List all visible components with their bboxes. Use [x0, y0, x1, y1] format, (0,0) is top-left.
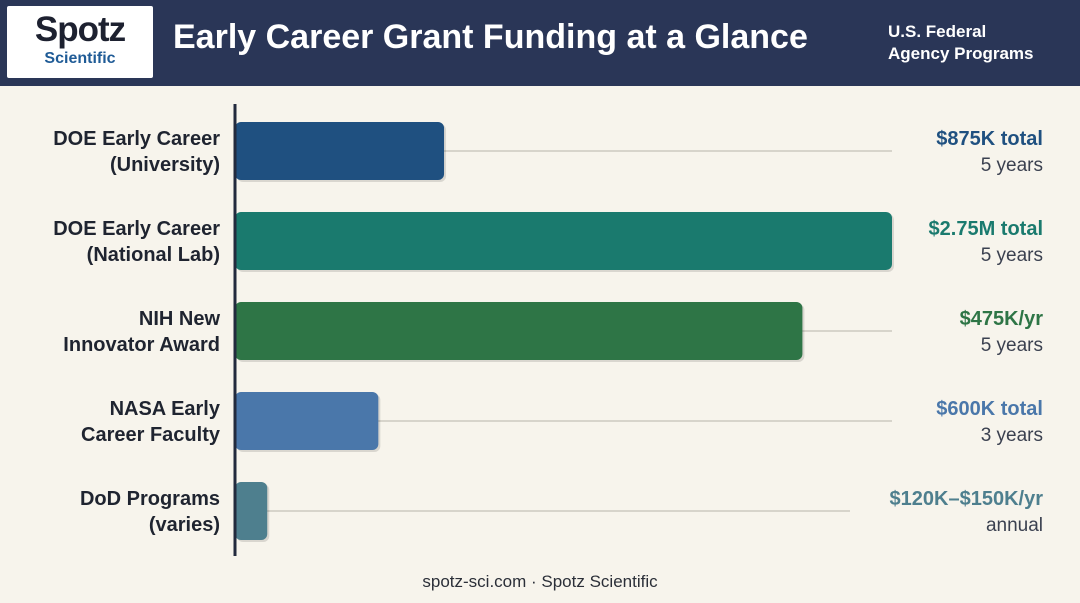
category-label-line-1: DOE Early Career: [53, 218, 220, 240]
amount-label: $475K/yr: [960, 308, 1044, 330]
category-label-line-1: NIH New: [139, 308, 221, 330]
logo-wordmark: Spotz: [34, 10, 126, 49]
logo: Spotz Scientific: [7, 6, 153, 78]
bar: [235, 212, 892, 270]
subtitle-line-1: U.S. Federal: [888, 22, 987, 41]
category-label-line-2: Career Faculty: [81, 424, 221, 446]
duration-label: annual: [986, 515, 1043, 536]
page-title: Early Career Grant Funding at a Glance: [173, 18, 808, 56]
header-bar: Spotz Scientific Early Career Grant Fund…: [0, 0, 1080, 86]
bar: [235, 392, 379, 450]
amount-label: $120K–$150K/yr: [890, 488, 1044, 510]
duration-label: 5 years: [981, 245, 1043, 266]
bar: [235, 302, 803, 360]
amount-label: $2.75M total: [929, 218, 1043, 240]
category-label-line-2: (National Lab): [87, 244, 220, 266]
footer-credit: spotz-sci.com · Spotz Scientific: [422, 572, 658, 591]
bar: [235, 482, 268, 540]
category-label-line-2: Innovator Award: [63, 334, 220, 356]
amount-label: $600K total: [936, 398, 1043, 420]
category-label-line-1: NASA Early: [110, 398, 221, 420]
bar: [235, 122, 445, 180]
amount-label: $875K total: [936, 128, 1043, 150]
subtitle-line-2: Agency Programs: [888, 44, 1034, 63]
header-subtitle: U.S. Federal Agency Programs: [888, 21, 1073, 65]
duration-label: 5 years: [981, 335, 1043, 356]
logo-subtitle: Scientific: [44, 50, 116, 67]
category-label-line-2: (University): [110, 154, 220, 176]
category-label-line-1: DoD Programs: [80, 488, 220, 510]
category-label-line-1: DOE Early Career: [53, 128, 220, 150]
category-label-line-2: (varies): [149, 514, 220, 536]
bar-chart: DOE Early Career (University) $875K total 5…: [53, 104, 1044, 556]
duration-label: 3 years: [981, 425, 1043, 446]
duration-label: 5 years: [981, 155, 1043, 176]
